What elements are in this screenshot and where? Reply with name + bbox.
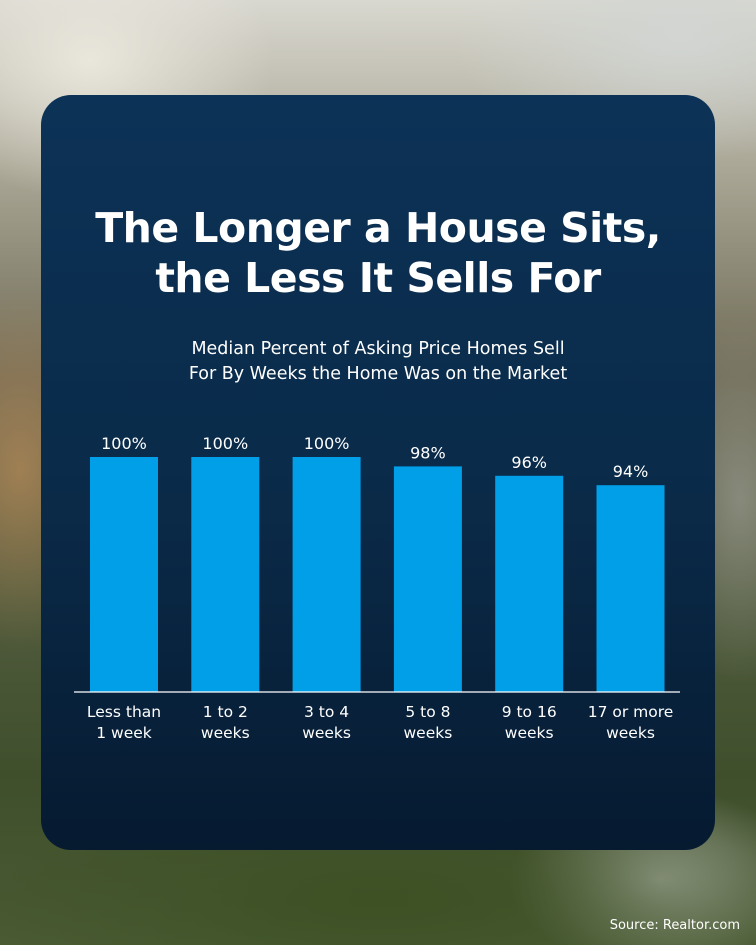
chart-title-line-1: The Longer a House Sits, [95,204,661,252]
category-label-4: 5 to 8 weeks [403,703,452,742]
data-label-2: 100% [202,434,248,453]
data-label-6: 94% [613,462,649,481]
bar-5 [495,475,564,692]
chart-title-line-2: the Less It Sells For [155,254,601,302]
category-label-1: Less than 1 week [87,703,161,742]
bar-chart: 100% Less than 1 week 100% 1 to 2 weeks 100% 3 … [74,434,680,742]
bar-2 [191,457,260,692]
category-label-6: 17 or more weeks [588,703,674,742]
chart-subtitle: Median Percent of Asking Price Homes Sel… [41,337,715,387]
data-label-3: 100% [304,434,350,453]
source-credit: Source: Realtor.com [609,918,740,933]
category-label-3: 3 to 4 weeks [302,703,351,742]
category-label-5: 9 to 16 weeks [502,703,557,742]
data-label-1: 100% [101,434,147,453]
bar-1 [90,457,158,692]
data-label-4: 98% [410,443,446,462]
chart-title: The Longer a House Sits, the Less It Sel… [41,203,715,303]
chart-subtitle-line-2: For By Weeks the Home Was on the Market [188,364,568,384]
data-label-5: 96% [511,453,547,472]
bar-4 [393,466,462,692]
bar-3 [292,457,361,692]
chart-subtitle-line-1: Median Percent of Asking Price Homes Sel… [191,339,565,359]
bar-6 [596,485,665,692]
category-label-2: 1 to 2 weeks [201,703,250,742]
chart-card: The Longer a House Sits, the Less It Sel… [41,95,715,850]
